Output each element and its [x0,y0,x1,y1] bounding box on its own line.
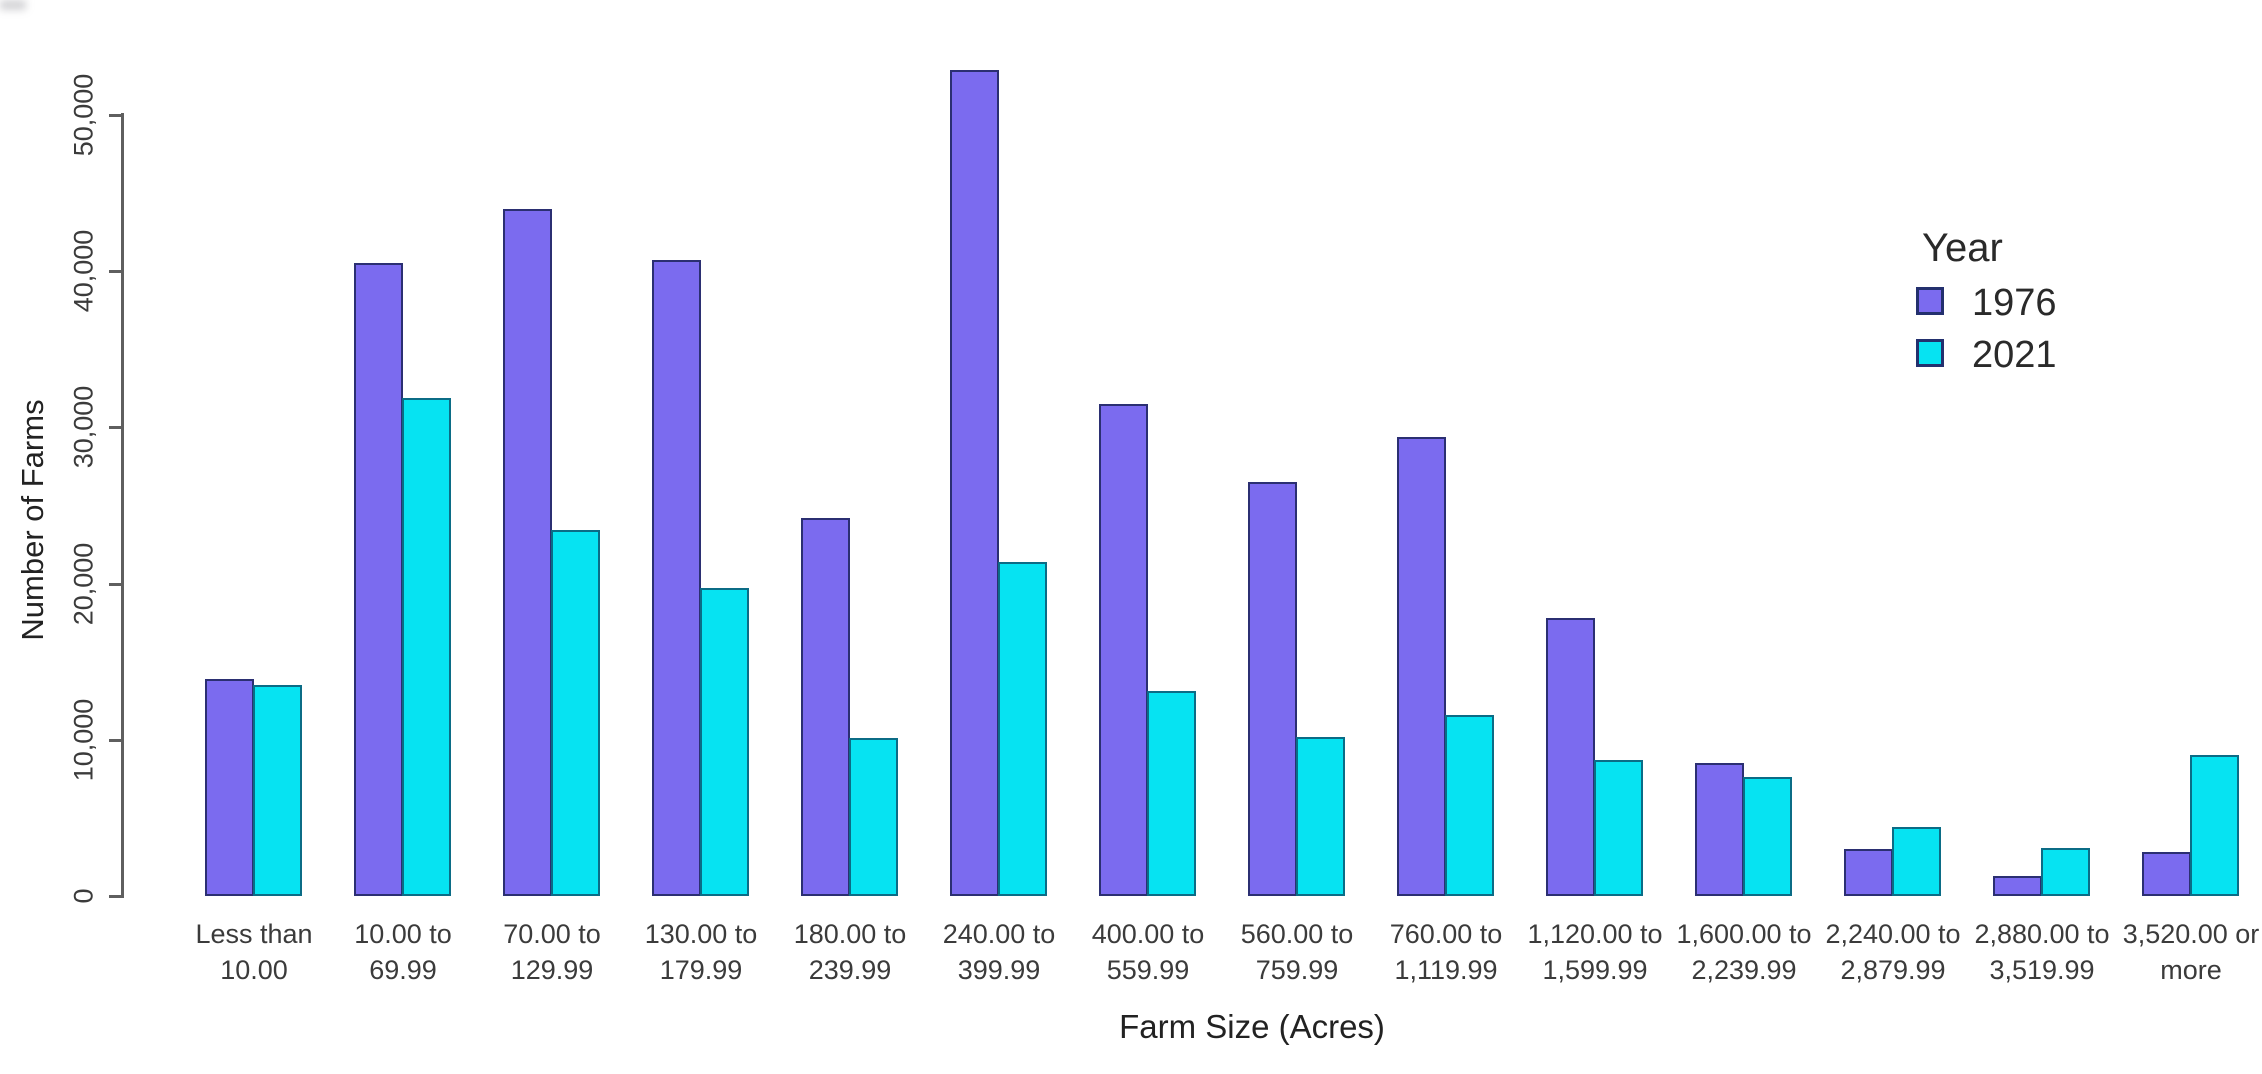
bar-2021-group-12 [1892,827,1941,896]
x-category-label: 70.00 to 129.99 [452,916,652,988]
bar-1976-group-13 [1993,876,2042,896]
bar-1976-group-2 [354,263,403,896]
bar-1976-group-6 [950,70,999,896]
bar-2021-group-3 [551,530,600,896]
bar-2021-group-8 [1296,737,1345,896]
x-category-label-line: 1,119.99 [1394,955,1498,985]
x-category-label: 400.00 to 559.99 [1048,916,1248,988]
y-tick-label: 40,000 [68,229,99,313]
x-axis-title: Farm Size (Acres) [1119,1008,1385,1045]
x-category-label: Less than 10.00 [154,916,354,988]
bar-2021-group-9 [1445,715,1494,896]
x-category-label: 760.00 to 1,119.99 [1346,916,1546,988]
y-tick-mark-10000 [109,739,121,742]
bar-1976-group-1 [205,679,254,896]
x-category-label: 180.00 to 239.99 [750,916,950,988]
legend-title: Year [1922,226,2003,270]
x-category-label-line: 3,519.99 [1989,955,2095,985]
x-category-label-line: 760.00 to [1389,919,1503,949]
legend-swatch-2021 [1916,339,1944,367]
bar-2021-group-7 [1147,691,1196,896]
y-tick-mark-40000 [109,270,121,273]
x-category-label-line: more [2160,955,2222,985]
x-category-label-line: 70.00 to [503,919,601,949]
x-category-label-line: 240.00 to [942,919,1056,949]
y-tick-label: 50,000 [68,73,99,157]
screenshot-corner-artifact [0,0,26,10]
bar-2021-group-1 [253,685,302,896]
x-category-label-line: 3,520.00 or [2122,919,2260,949]
y-axis-title: Number of Farms [15,399,50,641]
x-category-label-line: 180.00 to [793,919,907,949]
x-category-label-line: 239.99 [808,955,892,985]
legend-label-2021: 2021 [1972,334,2057,376]
x-category-label-line: 1,600.00 to [1676,919,1812,949]
x-category-label: 240.00 to 399.99 [899,916,1099,988]
legend-swatch-1976 [1916,287,1944,315]
x-category-label-line: 559.99 [1106,955,1190,985]
x-category-label-line: 400.00 to [1091,919,1205,949]
y-tick-mark-20000 [109,583,121,586]
x-category-label-line: 130.00 to [644,919,758,949]
bar-2021-group-10 [1594,760,1643,896]
x-category-label-line: 129.99 [510,955,594,985]
x-category-label: 3,520.00 or more [2091,916,2262,988]
y-tick-mark-30000 [109,426,121,429]
x-category-label-line: 1,120.00 to [1527,919,1663,949]
bar-2021-group-11 [1743,777,1792,896]
x-category-label: 1,600.00 to 2,239.99 [1644,916,1844,988]
y-tick-mark-0 [109,895,121,898]
x-category-label: 2,880.00 to 3,519.99 [1942,916,2142,988]
y-tick-label: 30,000 [68,385,99,469]
bar-1976-group-7 [1099,404,1148,896]
x-category-label: 10.00 to 69.99 [303,916,503,988]
x-category-label-line: Less than [195,919,313,949]
x-category-label-line: 2,879.99 [1840,955,1946,985]
x-category-label-line: 2,880.00 to [1974,919,2110,949]
x-category-label: 1,120.00 to 1,599.99 [1495,916,1695,988]
bar-1976-group-9 [1397,437,1446,896]
bar-1976-group-8 [1248,482,1297,896]
x-category-label-line: 759.99 [1255,955,1339,985]
y-tick-label: 0 [68,888,99,904]
bar-1976-group-10 [1546,618,1595,896]
y-tick-label: 20,000 [68,542,99,626]
x-category-label-line: 10.00 to [354,919,452,949]
x-category-label-line: 179.99 [659,955,743,985]
x-category-label-line: 69.99 [369,955,437,985]
bar-2021-group-14 [2190,755,2239,896]
x-category-label: 2,240.00 to 2,879.99 [1793,916,1993,988]
legend-label-1976: 1976 [1972,282,2057,324]
bar-2021-group-2 [402,398,451,896]
bar-2021-group-13 [2041,848,2090,896]
x-category-label: 560.00 to 759.99 [1197,916,1397,988]
bar-1976-group-12 [1844,849,1893,896]
x-category-label-line: 560.00 to [1240,919,1354,949]
x-category-label-line: 399.99 [957,955,1041,985]
x-category-label-line: 2,240.00 to [1825,919,1961,949]
bar-2021-group-6 [998,562,1047,896]
x-category-label: 130.00 to 179.99 [601,916,801,988]
x-category-label-line: 1,599.99 [1542,955,1648,985]
y-tick-mark-50000 [109,114,121,117]
bar-1976-group-14 [2142,852,2191,896]
x-category-label-line: 10.00 [220,955,288,985]
bar-1976-group-5 [801,518,850,896]
bar-2021-group-5 [849,738,898,896]
bar-1976-group-3 [503,209,552,896]
bar-1976-group-4 [652,260,701,896]
y-tick-label: 10,000 [68,698,99,782]
y-axis-line [121,113,124,898]
bar-2021-group-4 [700,588,749,896]
bar-1976-group-11 [1695,763,1744,896]
x-category-label-line: 2,239.99 [1691,955,1797,985]
